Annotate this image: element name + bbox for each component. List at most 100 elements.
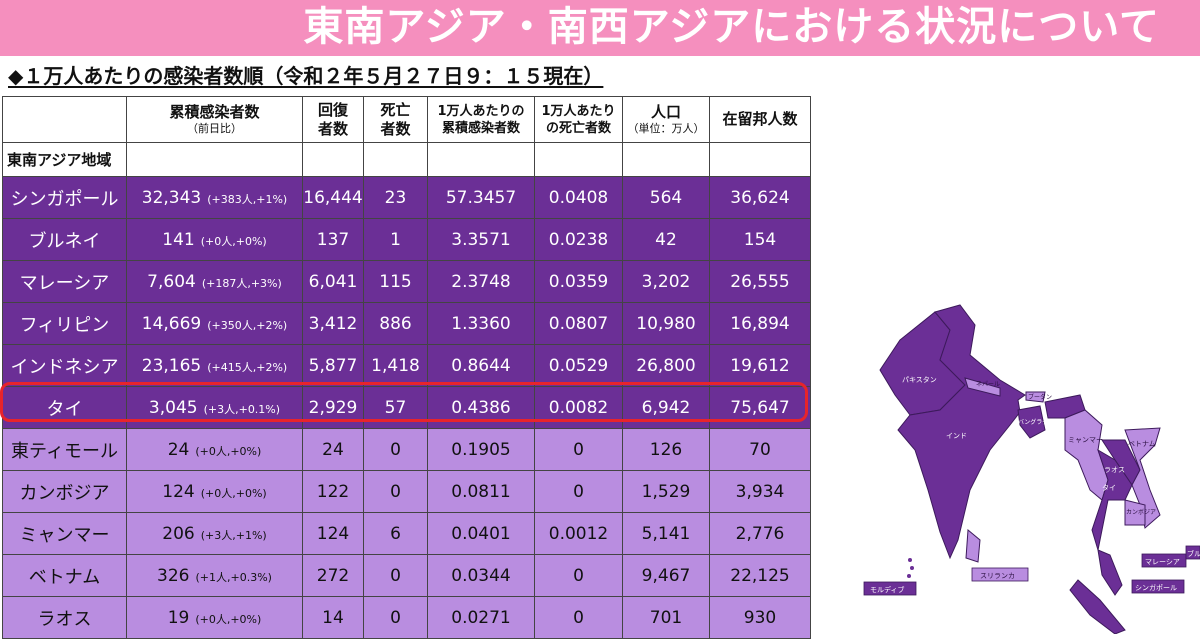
country-name: 東ティモール bbox=[2, 428, 127, 471]
nepal-shape bbox=[964, 377, 1001, 397]
country-name: ブルネイ bbox=[2, 218, 127, 261]
deaths-cell: 115 bbox=[363, 260, 428, 303]
cases-value: 32,343 bbox=[141, 187, 202, 208]
cases-cell: 23,165 (+415人,+2%) bbox=[126, 344, 303, 387]
per10k-cell: 3.3571 bbox=[427, 218, 535, 261]
country-name: マレーシア bbox=[2, 260, 127, 303]
per10k-cell: 1.3360 bbox=[427, 302, 535, 345]
country-name: フィリピン bbox=[2, 302, 127, 345]
per10k-cell: 0.0271 bbox=[427, 596, 535, 639]
singapore-tag: シンガポール bbox=[1131, 579, 1185, 594]
map-label-thailand: タイ bbox=[1102, 483, 1116, 492]
recovered-cell: 6,041 bbox=[302, 260, 364, 303]
table-row: ベトナム 326 (+1人,+0.3%) 272 0 0.0344 0 9,467 22,125 bbox=[2, 554, 811, 597]
cases-value: 19 bbox=[167, 607, 190, 628]
table-row: 東ティモール 24 (+0人,+0%) 24 0 0.1905 0 126 70 bbox=[2, 428, 811, 471]
map-label-bangladesh: バングラデシュ bbox=[1018, 418, 1060, 426]
bangladesh-shape bbox=[1017, 405, 1046, 439]
population-cell: 564 bbox=[622, 176, 710, 219]
cases-delta: (+187人,+3%) bbox=[201, 276, 282, 290]
map-label-srilanka: スリランカ bbox=[980, 572, 1015, 580]
table-row: カンボジア 124 (+0人,+0%) 122 0 0.0811 0 1,529 3,934 bbox=[2, 470, 811, 513]
table-row: シンガポール 32,343 (+383人,+1%) 16,444 23 57.3457 0.… bbox=[2, 176, 811, 219]
header-population: 人口 （単位：万人） bbox=[622, 96, 710, 143]
map-label-cambodia: カンボジア bbox=[1126, 508, 1156, 516]
death10k-cell: 0 bbox=[534, 554, 623, 597]
header-country bbox=[2, 96, 127, 143]
death10k-cell: 0 bbox=[534, 470, 623, 513]
title-bar: 東南アジア・南西アジアにおける状況について bbox=[0, 0, 1200, 56]
cases-cell: 19 (+0人,+0%) bbox=[126, 596, 303, 639]
country-name: ラオス bbox=[2, 596, 127, 639]
country-name: シンガポール bbox=[2, 176, 127, 219]
country-name: ミャンマー bbox=[2, 512, 127, 555]
death10k-cell: 0.0012 bbox=[534, 512, 623, 555]
cases-delta: (+0人,+0%) bbox=[200, 234, 267, 248]
deaths-cell: 57 bbox=[363, 386, 428, 429]
table-row: ラオス 19 (+0人,+0%) 14 0 0.0271 0 701 930 bbox=[2, 596, 811, 639]
cases-value: 24 bbox=[167, 439, 190, 460]
residents-cell: 3,934 bbox=[709, 470, 811, 513]
residents-cell: 70 bbox=[709, 428, 811, 471]
population-cell: 6,942 bbox=[622, 386, 710, 429]
cases-delta: (+3人,+1%) bbox=[200, 528, 267, 542]
recovered-cell: 3,412 bbox=[302, 302, 364, 345]
death10k-cell: 0.0807 bbox=[534, 302, 623, 345]
cases-cell: 7,604 (+187人,+3%) bbox=[126, 260, 303, 303]
population-cell: 42 bbox=[622, 218, 710, 261]
residents-cell: 75,647 bbox=[709, 386, 811, 429]
cases-delta: (+1人,+0.3%) bbox=[195, 570, 272, 584]
cases-delta: (+350人,+2%) bbox=[207, 318, 288, 332]
infection-table: 累積感染者数 （前日比） 回復 者数 死亡 者数 1万人あたりの 累積感染者数 1万人あ… bbox=[2, 96, 811, 639]
map-label-pakistan: パキスタン bbox=[902, 375, 937, 384]
cases-value: 7,604 bbox=[147, 271, 196, 292]
death10k-cell: 0.0238 bbox=[534, 218, 623, 261]
death10k-cell: 0 bbox=[534, 596, 623, 639]
deaths-cell: 0 bbox=[363, 428, 428, 471]
india-shape bbox=[897, 304, 1026, 560]
slide-subtitle: ◆１万人あたりの感染者数順（令和２年５月２７日９：１５現在） bbox=[8, 64, 604, 88]
population-cell: 701 bbox=[622, 596, 710, 639]
malaysia-shape bbox=[1097, 549, 1123, 596]
map-label-malaysia: マレーシア bbox=[1145, 558, 1180, 566]
population-cell: 26,800 bbox=[622, 344, 710, 387]
deaths-cell: 0 bbox=[363, 470, 428, 513]
residents-cell: 26,555 bbox=[709, 260, 811, 303]
deaths-cell: 0 bbox=[363, 596, 428, 639]
table-row: ブルネイ 141 (+0人,+0%) 137 1 3.3571 0.0238 42 154 bbox=[2, 218, 811, 261]
maldives-tag: モルディブ bbox=[863, 581, 917, 596]
cases-value: 326 bbox=[157, 565, 190, 586]
residents-cell: 19,612 bbox=[709, 344, 811, 387]
map-label-brunei: ブル bbox=[1187, 549, 1200, 558]
cases-cell: 206 (+3人,+1%) bbox=[126, 512, 303, 555]
srilanka-shape bbox=[965, 528, 981, 563]
per10k-cell: 0.4386 bbox=[427, 386, 535, 429]
per10k-cell: 0.8644 bbox=[427, 344, 535, 387]
death10k-cell: 0 bbox=[534, 428, 623, 471]
recovered-cell: 16,444 bbox=[302, 176, 364, 219]
slide-title: 東南アジア・南西アジアにおける状況について bbox=[303, 4, 1160, 50]
cases-value: 124 bbox=[162, 481, 195, 502]
cases-value: 3,045 bbox=[148, 397, 198, 418]
per10k-cell: 0.0811 bbox=[427, 470, 535, 513]
map-label-maldives: モルディブ bbox=[870, 585, 905, 594]
map-label-vietnam: ベトナム bbox=[1128, 440, 1156, 448]
table-row: マレーシア 7,604 (+187人,+3%) 6,041 115 2.3748 0.035… bbox=[2, 260, 811, 303]
map-label-nepal: ネパール bbox=[976, 381, 1000, 388]
header-cases: 累積感染者数 （前日比） bbox=[126, 96, 303, 143]
map-label-bhutan: ブータン bbox=[1028, 393, 1052, 401]
death10k-cell: 0.0082 bbox=[534, 386, 623, 429]
region-row: 東南アジア地域 bbox=[2, 142, 811, 177]
sumatra-shape bbox=[1069, 579, 1126, 634]
map-label-laos: ラオス bbox=[1104, 466, 1125, 474]
cambodia-shape bbox=[1124, 499, 1146, 526]
cases-cell: 14,669 (+350人,+2%) bbox=[126, 302, 303, 345]
south-asia-map: パキスタン インド バングラデシュ ラオス タイ ネパール ブータン ミャンマー… bbox=[863, 304, 1200, 634]
header-deaths: 死亡 者数 bbox=[363, 96, 428, 143]
country-name: タイ bbox=[2, 386, 127, 429]
maldives-dots bbox=[907, 558, 914, 578]
per10k-cell: 0.1905 bbox=[427, 428, 535, 471]
cases-delta: (+0人,+0%) bbox=[200, 486, 267, 500]
thailand-shape bbox=[1091, 448, 1133, 551]
per10k-cell: 0.0344 bbox=[427, 554, 535, 597]
